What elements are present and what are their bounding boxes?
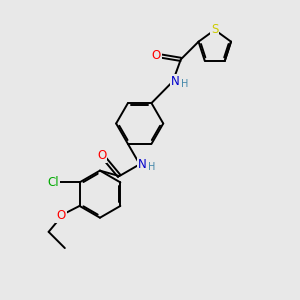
Text: N: N bbox=[138, 158, 147, 171]
Text: O: O bbox=[97, 149, 106, 162]
Text: N: N bbox=[171, 75, 180, 88]
Text: O: O bbox=[56, 209, 66, 222]
Text: Cl: Cl bbox=[47, 176, 59, 189]
Text: H: H bbox=[182, 79, 189, 89]
Text: S: S bbox=[211, 23, 218, 36]
Text: O: O bbox=[152, 49, 161, 62]
Text: H: H bbox=[148, 162, 156, 172]
